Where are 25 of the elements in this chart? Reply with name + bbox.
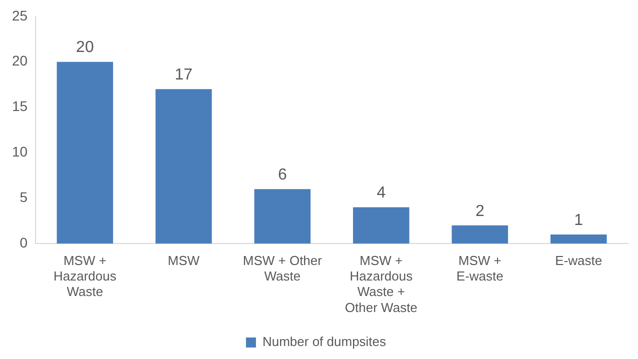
bar: [550, 234, 607, 244]
bar: [452, 225, 508, 244]
data-label: 17: [174, 66, 193, 84]
data-label: 1: [574, 212, 584, 229]
y-tick-label: 0: [20, 234, 28, 250]
y-tick-label: 5: [20, 189, 28, 206]
data-label: 6: [278, 166, 287, 184]
x-tick-label: MSW + Hazardous Waste: [54, 252, 117, 300]
bar: [156, 89, 212, 244]
y-tick-label: 25: [12, 7, 28, 24]
data-label: 4: [376, 184, 386, 202]
y-tick-label: 10: [12, 144, 28, 160]
x-tick-label: MSW: [168, 252, 200, 268]
legend-label: Number of dumpsites: [262, 334, 387, 350]
bar: [56, 62, 114, 244]
bar: [353, 207, 410, 244]
data-label: 2: [475, 202, 484, 220]
data-label: 20: [76, 39, 94, 56]
x-tick-label: MSW + Hazardous Waste + Other Waste: [344, 252, 418, 315]
y-tick-label: 20: [12, 52, 28, 69]
bar: [254, 189, 311, 244]
x-tick-label: MSW + E-waste: [456, 252, 504, 284]
x-tick-label: E-waste: [555, 252, 602, 268]
y-tick-label: 15: [12, 98, 28, 114]
x-tick-label: MSW + Other Waste: [242, 252, 323, 284]
